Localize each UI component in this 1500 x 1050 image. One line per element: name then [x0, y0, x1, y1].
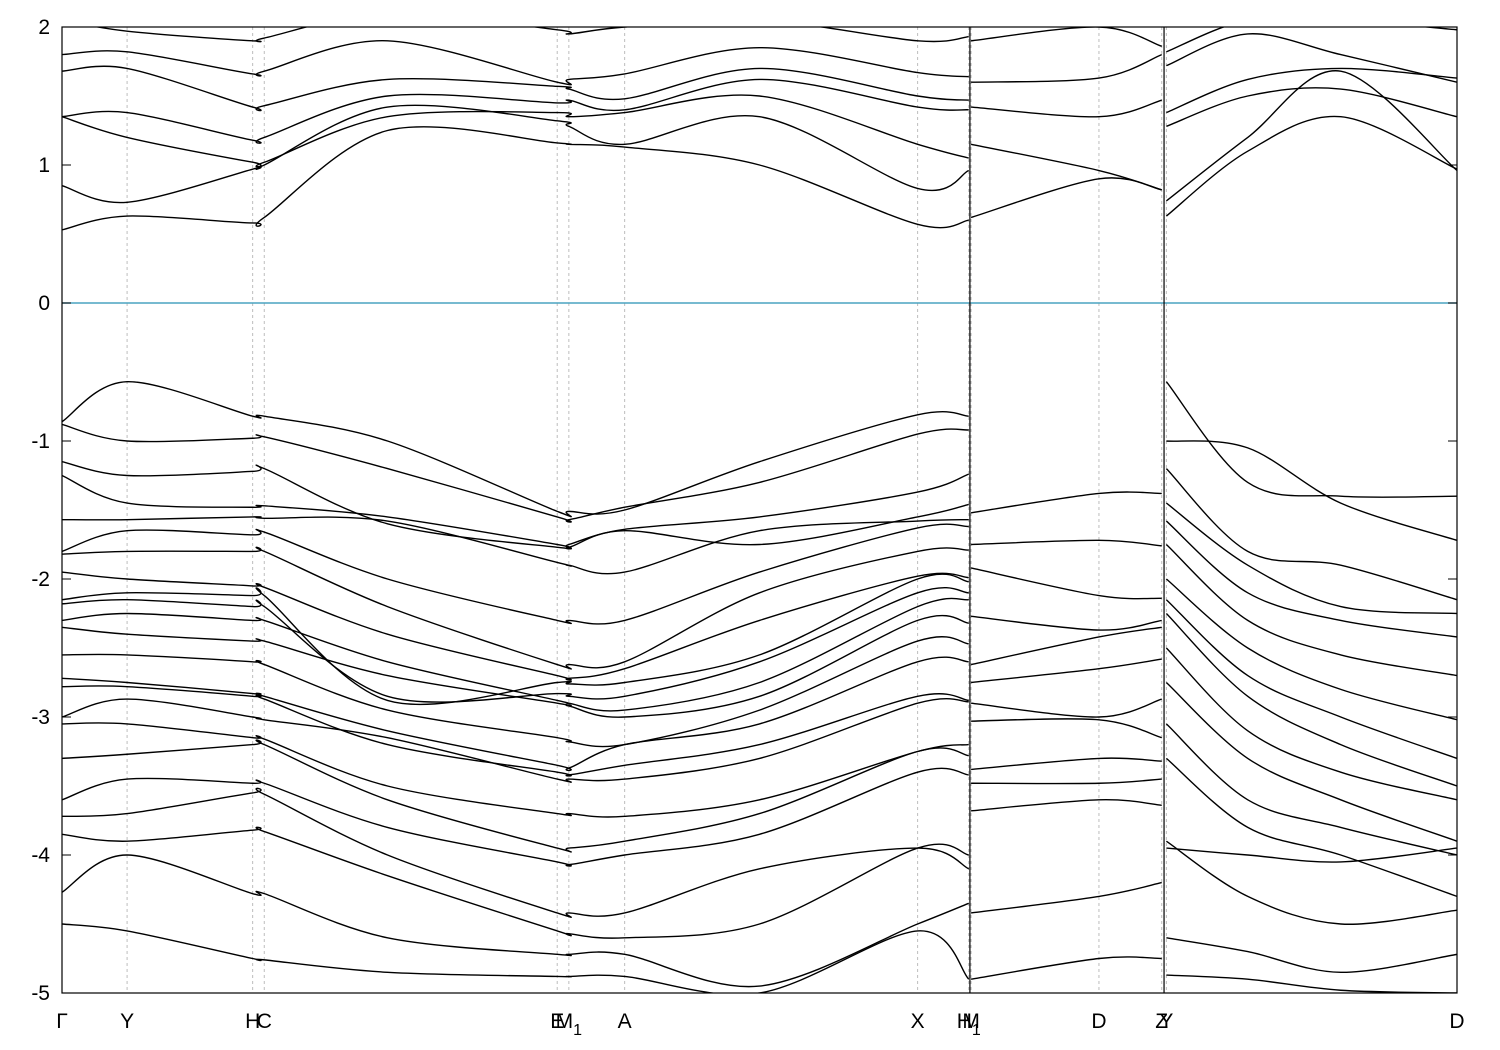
band-line-61	[1165, 599, 1457, 760]
y-tick-label-1: 1	[38, 154, 50, 177]
band-line-21	[62, 685, 969, 777]
y-tick-label-5: -3	[31, 706, 50, 729]
band-line-47	[971, 27, 1162, 47]
kpoint-label-4: E	[550, 1010, 564, 1033]
band-line-58	[1165, 520, 1457, 638]
band-line-42	[970, 956, 1162, 980]
band-line-69	[1166, 937, 1457, 974]
band-line-44	[970, 143, 1162, 191]
band-line-48	[1165, 115, 1457, 217]
band-line-24	[62, 739, 969, 853]
band-line-14	[62, 571, 969, 681]
band-line-32	[970, 567, 1162, 600]
band-line-9	[62, 461, 969, 550]
band-line-16	[62, 587, 969, 703]
band-line-52	[1166, 33, 1457, 83]
y-tick-label-7: -5	[31, 982, 50, 1005]
band-line-63	[1165, 647, 1457, 801]
y-tick-label-3: -1	[31, 430, 50, 453]
band-line-34	[970, 626, 1162, 666]
y-tick-label-4: -2	[31, 568, 50, 591]
kpoint-label-10: D	[1091, 1010, 1106, 1033]
band-line-29	[62, 923, 970, 993]
kpoint-label-9: M	[962, 1010, 980, 1033]
band-line-46	[971, 53, 1162, 83]
band-line-60	[1165, 578, 1457, 721]
band-line-30	[970, 491, 1162, 514]
band-line-5	[62, 40, 969, 86]
band-line-3	[62, 78, 969, 144]
band-line-11	[62, 516, 969, 575]
band-line-54	[1165, 381, 1457, 498]
band-line-0	[62, 126, 969, 231]
kpoint-label-3: C	[257, 1010, 272, 1033]
kpoint-label-13: D	[1449, 1010, 1464, 1033]
band-line-59	[1165, 543, 1457, 677]
band-line-13	[62, 546, 969, 670]
band-line-45	[971, 99, 1162, 118]
kpoint-label-6: A	[618, 1010, 632, 1033]
band-line-1	[62, 104, 970, 204]
kpoint-label-8: H1	[957, 1010, 981, 1039]
band-line-22	[62, 697, 969, 783]
band-line-50	[1166, 87, 1457, 128]
band-line-39	[971, 778, 1162, 785]
band-line-65	[1165, 723, 1457, 856]
band-line-56	[1165, 468, 1457, 601]
band-line-7	[62, 380, 969, 518]
band-line-28	[62, 854, 970, 988]
band-line-41	[970, 881, 1162, 914]
band-line-8	[62, 423, 969, 523]
band-line-4	[62, 65, 969, 112]
band-line-38	[971, 757, 1162, 771]
band-line-55	[1166, 440, 1457, 542]
band-line-66	[1165, 757, 1457, 898]
kpoint-label-7: X	[911, 1010, 925, 1033]
y-tick-label-0: 2	[38, 16, 50, 39]
bands-group	[62, 27, 1457, 993]
band-line-40	[971, 799, 1162, 812]
band-line-62	[1165, 613, 1457, 787]
band-line-10	[62, 474, 969, 550]
band-line-35	[971, 658, 1162, 684]
kpoint-label-1: Y	[120, 1010, 134, 1033]
band-line-33	[971, 615, 1162, 631]
kpoint-label-2: H	[245, 1010, 260, 1033]
band-line-20	[62, 656, 969, 772]
band-line-25	[62, 767, 969, 867]
kpoint-label-12: Y	[1159, 1010, 1173, 1033]
kpoint-label-5: M1	[556, 1010, 583, 1039]
kpoint-label-11: Z	[1155, 1010, 1168, 1033]
band-line-37	[971, 718, 1162, 739]
band-line-23	[62, 722, 969, 818]
band-line-12	[62, 523, 969, 625]
band-line-2	[62, 94, 969, 168]
band-line-64	[1165, 681, 1457, 842]
band-line-27	[62, 826, 969, 939]
band-line-19	[62, 636, 969, 748]
band-line-67	[1165, 840, 1457, 925]
band-line-36	[971, 698, 1162, 718]
band-line-70	[1166, 974, 1457, 993]
band-line-31	[971, 539, 1162, 547]
band-line-6	[93, 27, 969, 43]
band-line-49	[1165, 70, 1457, 202]
band-line-43	[970, 177, 1162, 219]
band-line-68	[1166, 847, 1457, 863]
plot-frame	[61, 26, 1458, 994]
y-tick-label-2: 0	[38, 292, 50, 315]
band-line-26	[62, 787, 970, 918]
y-tick-label-6: -4	[31, 844, 50, 867]
band-line-15	[62, 573, 969, 706]
band-line-53	[1166, 27, 1457, 53]
kpoint-label-0: Γ	[56, 1010, 68, 1033]
band-line-51	[1166, 67, 1457, 114]
band-line-17	[62, 597, 969, 712]
band-line-57	[1165, 502, 1457, 615]
band-line-18	[62, 614, 969, 718]
